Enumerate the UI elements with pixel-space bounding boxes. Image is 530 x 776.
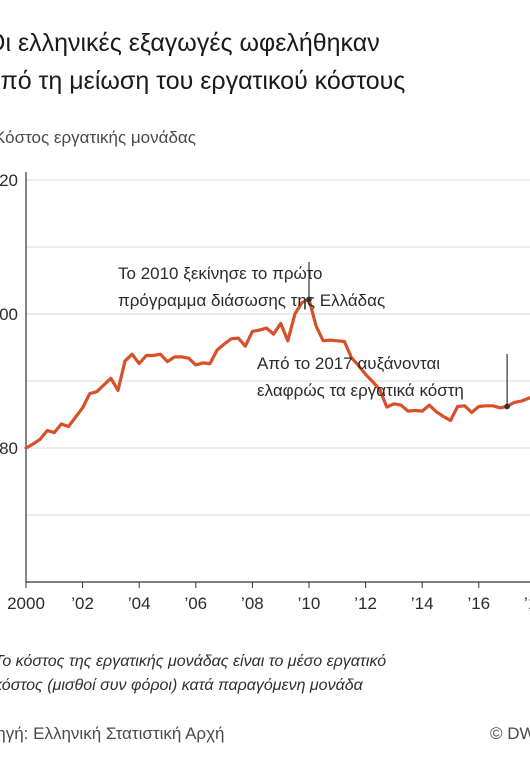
annotation-dot (306, 296, 312, 303)
annotations-layer: Το 2010 ξεκίνησε το πρώτο πρόγραμμα διάσω… (118, 262, 510, 410)
x-tick-label: ’06 (184, 594, 207, 613)
y-tick-label: 120 (0, 171, 18, 190)
y-axis-label: Κόστος εργατικής μονάδας (0, 128, 196, 147)
source-credit: Πηγή: Ελληνική Στατιστική Αρχή (0, 724, 225, 743)
x-tick-label: ’12 (354, 594, 377, 613)
x-tick-label: ’04 (128, 594, 151, 613)
axes (25, 172, 530, 588)
y-tick-label: 100 (0, 305, 18, 324)
chart-title: Οι ελληνικές εξαγωγές ωφελήθηκαν από τη … (0, 24, 530, 100)
grid-lines (26, 179, 530, 516)
title-line-1: Οι ελληνικές εξαγωγές ωφελήθηκαν (0, 29, 380, 57)
x-tick-label: ’02 (71, 594, 94, 613)
x-tick-label: ’10 (298, 594, 321, 613)
x-tick-label: ’08 (241, 594, 264, 613)
footnote-line-1: Το κόστος της εργατικής μονάδας είναι το… (0, 653, 387, 670)
x-tick-label: 2000 (7, 594, 45, 613)
title-line-2: από τη μείωση του εργατικού κόστους (0, 67, 406, 95)
annotation-label: Από το 2017 αυξάνονται (257, 354, 440, 373)
annotation-label: πρόγραμμα διάσωσης της Ελλάδας (118, 291, 385, 310)
x-tick-label: ’16 (467, 594, 490, 613)
x-tick-label: ’18 (524, 594, 530, 613)
y-tick-label: 80 (0, 439, 18, 458)
footnote: Το κόστος της εργατικής μονάδας είναι το… (0, 650, 530, 698)
annotation-label: ελαφρώς τα εργατικά κόστη (257, 381, 464, 400)
x-tick-label: ’14 (411, 594, 434, 613)
line-chart: Το 2010 ξεκίνησε το πρώτο πρόγραμμα διάσω… (0, 171, 530, 613)
copyright-credit: © DW (490, 724, 530, 743)
series-line (24, 297, 530, 450)
tick-labels: 80 100 120 2000 ’02 ’04 ’06 ’08 ’10 ’12 ’14 ’16 ’18 (0, 171, 530, 613)
series-layer (24, 297, 530, 450)
footnote-line-2: κόστος (μισθοί συν φόροι) κατά παραγόμεν… (0, 677, 363, 694)
annotation-dot (504, 403, 510, 410)
annotation-label: Το 2010 ξεκίνησε το πρώτο (118, 264, 322, 283)
